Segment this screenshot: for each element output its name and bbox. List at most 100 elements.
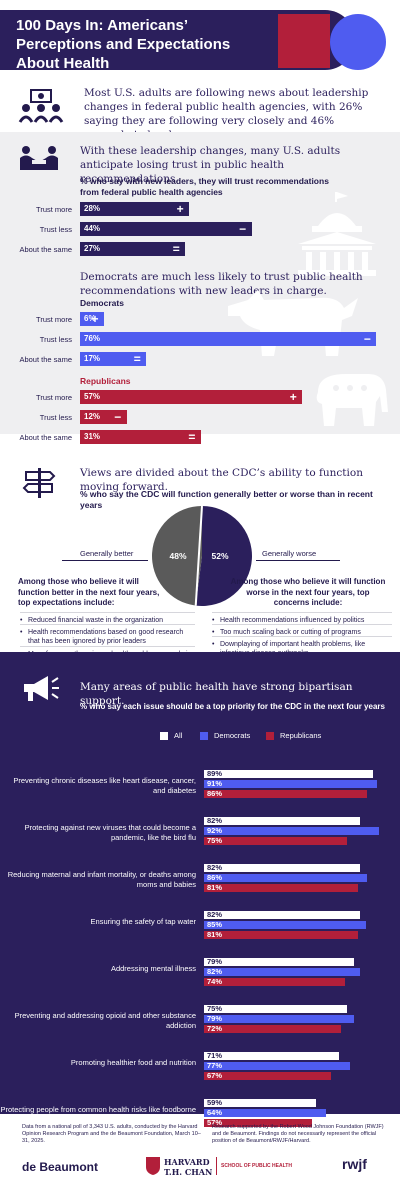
rep-row-2-symbol: = <box>188 430 196 444</box>
priority-bar-value: 57% <box>207 1118 223 1127</box>
worse-list-dot: • <box>212 641 215 648</box>
priority-bar-all: 79% <box>204 957 355 966</box>
priority-bar-all: 82% <box>204 863 360 872</box>
priority-bar-democrats: 92% <box>204 826 379 835</box>
priority-bar-value: 79% <box>207 957 223 966</box>
legend-all: All <box>174 731 183 740</box>
dem-row-0-bar: 6% + <box>80 312 104 326</box>
trust-row-2-value: 27% <box>84 244 101 253</box>
trust-row-1-value: 44% <box>84 224 101 233</box>
priority-bar-republicans: 75% <box>204 836 347 845</box>
priority-bar-value: 86% <box>207 789 223 798</box>
priority-headline: Many areas of public health have strong … <box>80 681 353 707</box>
rep-row-2-label: About the same <box>19 433 72 442</box>
trust-row-2-bar: 27% = <box>80 242 186 256</box>
priority-bar-value: 74% <box>207 977 223 986</box>
dem-row-1-label: Trust less <box>39 335 72 344</box>
dem-row-2-bar: 17% = <box>80 352 147 366</box>
logo-harvard-2: T.H. CHAN <box>164 1167 213 1177</box>
page-title: 100 Days In: Americans’ Perceptions and … <box>16 17 231 72</box>
pie-label-better: 48% <box>169 551 186 561</box>
harvard-shield-icon <box>146 1157 160 1175</box>
better-leader-line <box>62 560 148 561</box>
dem-row-2-value: 17% <box>84 354 101 363</box>
priority-bar-value: 82% <box>207 863 223 872</box>
priority-category-label: Addressing mental illness <box>110 964 196 973</box>
priority-bar-all: 82% <box>204 816 360 825</box>
cdc-pie-chart: 48% 52% <box>151 505 252 606</box>
better-list-dot: • <box>20 617 23 624</box>
trust-row-0-symbol: + <box>176 202 184 216</box>
legend-all-swatch <box>160 732 168 740</box>
priority-category-label: Preventing and addressing opioid and oth… <box>14 1011 196 1030</box>
logo-divider <box>216 1157 217 1175</box>
cdc-question: % who say the CDC will function generall… <box>80 489 373 510</box>
priority-bar-republicans: 74% <box>204 977 345 986</box>
priority-bar-democrats: 64% <box>204 1108 326 1117</box>
title-band: 100 Days In: Americans’ Perceptions and … <box>0 0 400 76</box>
rep-row-1-symbol: − <box>114 410 122 424</box>
worse-label: Generally worse <box>262 549 317 558</box>
logo-harvard-1: HARVARD <box>164 1157 210 1167</box>
rep-row-2-bar: 31% = <box>80 430 201 444</box>
rep-row-0-symbol: + <box>289 390 297 404</box>
trust-row-2-label: About the same <box>19 245 72 254</box>
priority-bar-all: 71% <box>204 1051 339 1060</box>
logo-harvard-3: SCHOOL OF PUBLIC HEALTH <box>221 1163 292 1169</box>
priority-bar-republicans: 72% <box>204 1024 341 1033</box>
dem-row-2-symbol: = <box>133 352 141 366</box>
priority-bar-democrats: 91% <box>204 779 377 788</box>
trust-headline: With these leadership changes, many U.S.… <box>80 145 341 185</box>
priority-bar-value: 75% <box>207 1004 223 1013</box>
priority-category-label: Promoting healthier food and nutrition <box>70 1058 196 1067</box>
legend-democrats: Democrats <box>214 731 251 740</box>
worse-list-item: Too much scaling back or cutting of prog… <box>220 629 361 636</box>
priority-category-label: Preventing chronic diseases like heart d… <box>13 776 196 795</box>
dem-row-1-value: 76% <box>84 334 101 343</box>
worse-list-item: Health recommendations influenced by pol… <box>220 617 365 624</box>
pie-slice-better <box>151 506 202 606</box>
priority-section: Many areas of public health have strong … <box>0 652 400 1127</box>
priority-bar-all: 75% <box>204 1004 347 1013</box>
worse-leader-line <box>256 560 340 561</box>
better-list-divider <box>20 624 195 625</box>
priority-bar-democrats: 85% <box>204 920 366 929</box>
priority-bar-value: 81% <box>207 883 223 892</box>
priority-category-label: Ensuring the safety of tap water <box>90 917 196 926</box>
trust-row-2-symbol: = <box>172 242 180 256</box>
democrats-title: Democrats <box>80 298 124 308</box>
priority-bar-value: 82% <box>207 910 223 919</box>
logo-rwjf: rwjf <box>342 1156 367 1172</box>
priority-bar-value: 75% <box>207 836 223 845</box>
priority-bar-republicans: 57% <box>204 1118 313 1127</box>
trust-row-0-bar: 28% + <box>80 202 190 216</box>
footer-source: Data from a national poll of 3,343 U.S. … <box>22 1124 201 1144</box>
signpost-icon <box>22 468 56 498</box>
rep-row-0-value: 57% <box>84 392 101 401</box>
capitol-icon <box>292 192 382 276</box>
better-list-divider <box>20 612 195 613</box>
priority-bar-value: 79% <box>207 1014 223 1023</box>
better-list-item: Health recommendations based on good res… <box>28 629 184 645</box>
priority-bar-democrats: 77% <box>204 1061 351 1070</box>
trust-row-0-value: 28% <box>84 204 101 213</box>
priority-bar-democrats: 86% <box>204 873 368 882</box>
trust-row-1-label: Trust less <box>39 225 72 234</box>
republicans-title: Republicans <box>80 376 131 386</box>
priority-bar-republicans: 67% <box>204 1071 332 1080</box>
worse-list-dot: • <box>212 629 215 636</box>
better-list-divider <box>20 646 195 647</box>
trust-question: % who say with new leaders, they will tr… <box>80 176 329 197</box>
priority-bar-value: 71% <box>207 1051 223 1060</box>
dem-row-1-symbol: − <box>363 332 371 346</box>
trust-row-1-symbol: − <box>239 222 247 236</box>
priority-category-label: Protecting against new viruses that coul… <box>24 823 196 842</box>
legend-republicans: Republicans <box>280 731 322 740</box>
priority-bar-value: 67% <box>207 1071 223 1080</box>
rep-row-0-bar: 57% + <box>80 390 303 404</box>
cdc-headline: Views are divided about the CDC’s abilit… <box>80 467 363 493</box>
pie-separator <box>194 505 203 606</box>
priority-bar-republicans: 81% <box>204 883 358 892</box>
priority-bar-value: 64% <box>207 1108 223 1117</box>
dem-row-2-label: About the same <box>19 355 72 364</box>
